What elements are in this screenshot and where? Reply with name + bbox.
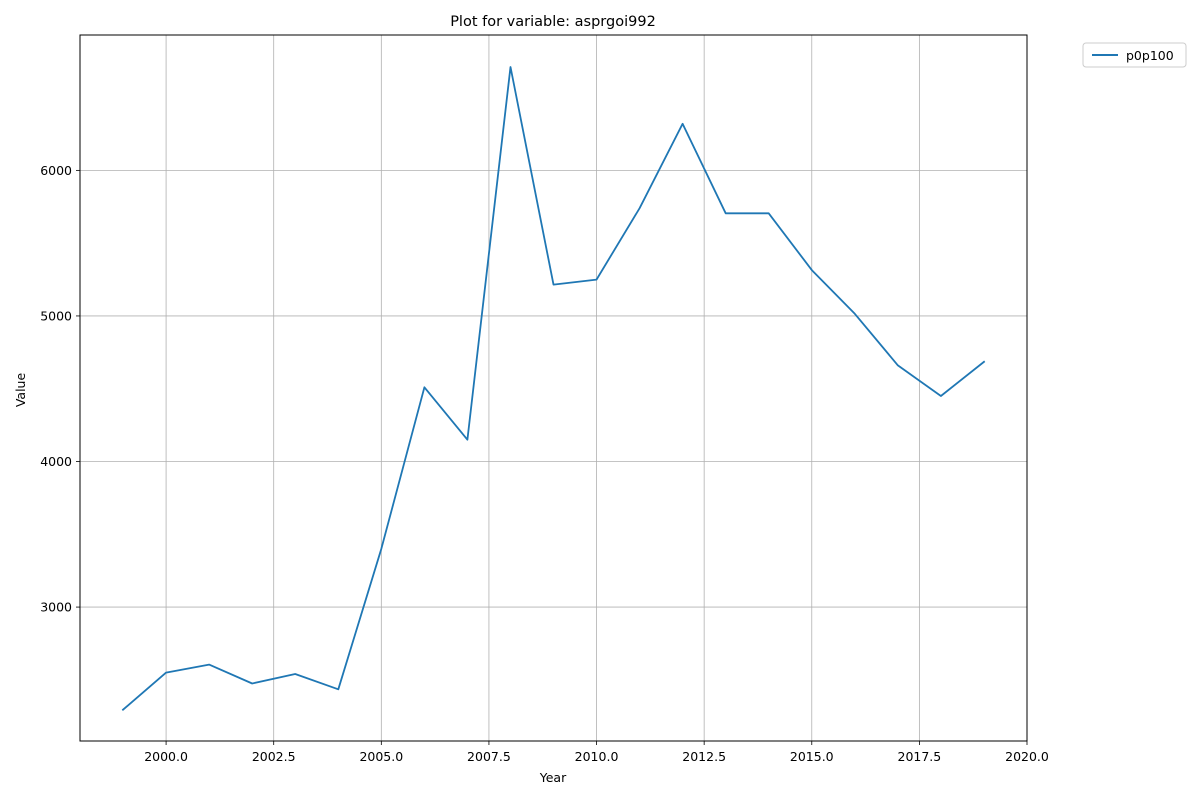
x-tick-label: 2017.5 bbox=[898, 749, 942, 764]
x-tick-label: 2000.0 bbox=[144, 749, 188, 764]
y-tick-label: 3000 bbox=[40, 600, 72, 615]
y-axis-ticks: 3000 4000 5000 6000 bbox=[40, 163, 80, 615]
x-axis-ticks: 2000.0 2002.5 2005.0 2007.5 2010.0 2012.5 2015… bbox=[144, 741, 1049, 764]
x-axis-label: Year bbox=[539, 770, 567, 785]
series-line-p0p100 bbox=[121, 66, 986, 711]
y-tick-label: 4000 bbox=[40, 454, 72, 469]
y-axis-label: Value bbox=[13, 373, 28, 408]
x-tick-label: 2015.0 bbox=[790, 749, 834, 764]
x-tick-label: 2007.5 bbox=[467, 749, 511, 764]
x-tick-label: 2002.5 bbox=[252, 749, 296, 764]
series-layer bbox=[121, 66, 986, 711]
x-tick-label: 2020.0 bbox=[1005, 749, 1049, 764]
legend-label: p0p100 bbox=[1126, 48, 1174, 63]
chart-title: Plot for variable: asprgoi992 bbox=[450, 14, 656, 30]
y-tick-label: 6000 bbox=[40, 163, 72, 178]
x-tick-label: 2010.0 bbox=[575, 749, 619, 764]
grid-lines bbox=[80, 35, 1028, 741]
y-tick-label: 5000 bbox=[40, 308, 72, 323]
x-tick-label: 2012.5 bbox=[682, 749, 726, 764]
legend: p0p100 bbox=[1082, 42, 1187, 68]
legend-box bbox=[1082, 42, 1187, 68]
plot-area-frame bbox=[79, 34, 1028, 742]
x-tick-label: 2005.0 bbox=[359, 749, 403, 764]
